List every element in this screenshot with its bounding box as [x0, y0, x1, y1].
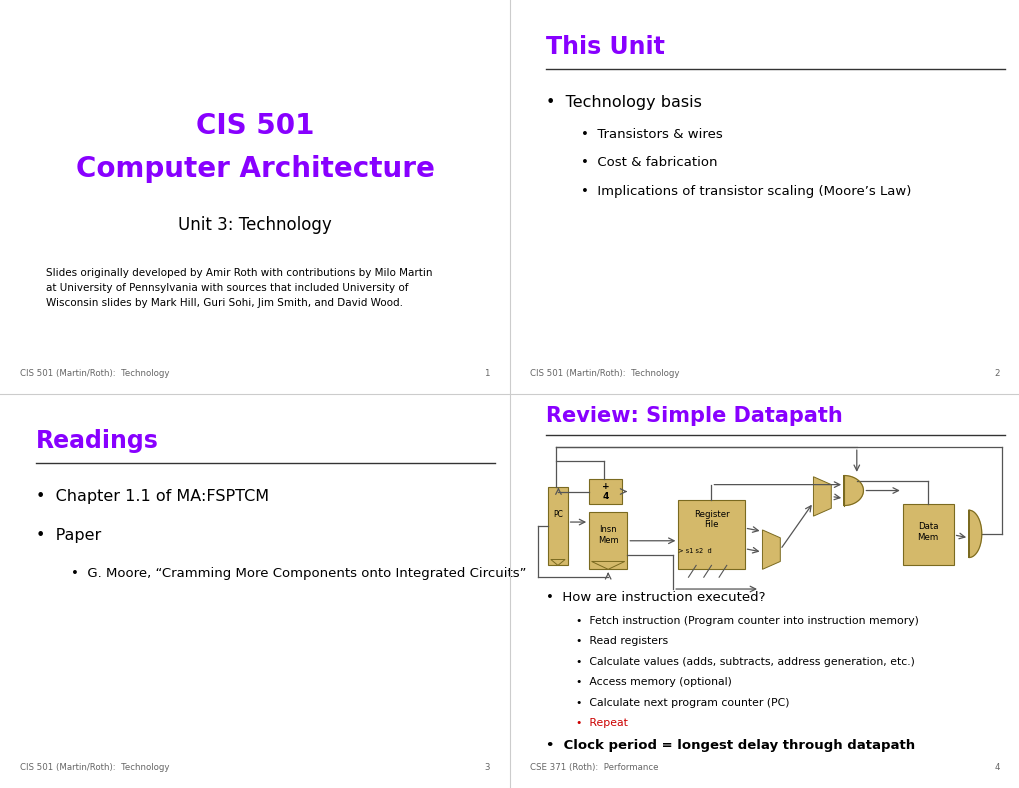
Text: Computer Architecture: Computer Architecture — [75, 155, 434, 184]
FancyBboxPatch shape — [548, 487, 567, 566]
Polygon shape — [844, 476, 862, 506]
Polygon shape — [968, 511, 980, 558]
Text: 1: 1 — [484, 370, 489, 378]
Text: CIS 501 (Martin/Roth):  Technology: CIS 501 (Martin/Roth): Technology — [530, 370, 680, 378]
Text: Register
File: Register File — [693, 510, 729, 530]
Text: Unit 3: Technology: Unit 3: Technology — [178, 216, 331, 233]
Text: •  Implications of transistor scaling (Moore’s Law): • Implications of transistor scaling (Mo… — [581, 185, 911, 198]
Text: Slides originally developed by Amir Roth with contributions by Milo Martin
at Un: Slides originally developed by Amir Roth… — [46, 268, 432, 307]
FancyBboxPatch shape — [589, 479, 622, 504]
Text: •  Transistors & wires: • Transistors & wires — [581, 128, 722, 141]
Text: •  Chapter 1.1 of MA:FSPTCM: • Chapter 1.1 of MA:FSPTCM — [36, 489, 269, 504]
Text: CIS 501: CIS 501 — [196, 112, 314, 140]
Text: •  Read registers: • Read registers — [576, 637, 667, 646]
FancyBboxPatch shape — [678, 500, 744, 569]
Text: > s1 s2  d: > s1 s2 d — [678, 548, 711, 554]
Text: This Unit: This Unit — [545, 35, 664, 59]
Text: •  Fetch instruction (Program counter into instruction memory): • Fetch instruction (Program counter int… — [576, 616, 918, 626]
Polygon shape — [550, 559, 565, 566]
Text: CSE 371 (Roth):  Performance: CSE 371 (Roth): Performance — [530, 764, 658, 772]
Text: Insn
Mem: Insn Mem — [597, 526, 618, 545]
Text: •  How are instruction executed?: • How are instruction executed? — [545, 591, 764, 604]
Text: •  Calculate values (adds, subtracts, address generation, etc.): • Calculate values (adds, subtracts, add… — [576, 657, 914, 667]
Text: CIS 501 (Martin/Roth):  Technology: CIS 501 (Martin/Roth): Technology — [20, 764, 170, 772]
Text: Readings: Readings — [36, 429, 158, 453]
Text: 2: 2 — [994, 370, 999, 378]
Text: •  Cost & fabrication: • Cost & fabrication — [581, 157, 717, 169]
FancyBboxPatch shape — [902, 504, 953, 566]
Text: 4: 4 — [994, 764, 999, 772]
Text: •  Clock period = longest delay through datapath: • Clock period = longest delay through d… — [545, 739, 914, 752]
Polygon shape — [762, 530, 780, 569]
Text: •  Paper: • Paper — [36, 528, 101, 543]
Text: +
4: + 4 — [601, 481, 608, 501]
Polygon shape — [813, 477, 830, 516]
Text: •  Technology basis: • Technology basis — [545, 95, 701, 110]
FancyBboxPatch shape — [589, 512, 627, 569]
Text: Review: Simple Datapath: Review: Simple Datapath — [545, 406, 842, 426]
Text: •  G. Moore, “Cramming More Components onto Integrated Circuits”: • G. Moore, “Cramming More Components on… — [71, 567, 527, 580]
Text: 3: 3 — [484, 764, 489, 772]
Text: PC: PC — [552, 510, 562, 519]
Text: •  Calculate next program counter (PC): • Calculate next program counter (PC) — [576, 698, 789, 708]
Polygon shape — [591, 561, 624, 569]
Text: •  Repeat: • Repeat — [576, 719, 628, 728]
Text: CIS 501 (Martin/Roth):  Technology: CIS 501 (Martin/Roth): Technology — [20, 370, 170, 378]
Text: Data
Mem: Data Mem — [917, 522, 937, 541]
Text: •  Access memory (optional): • Access memory (optional) — [576, 677, 732, 687]
